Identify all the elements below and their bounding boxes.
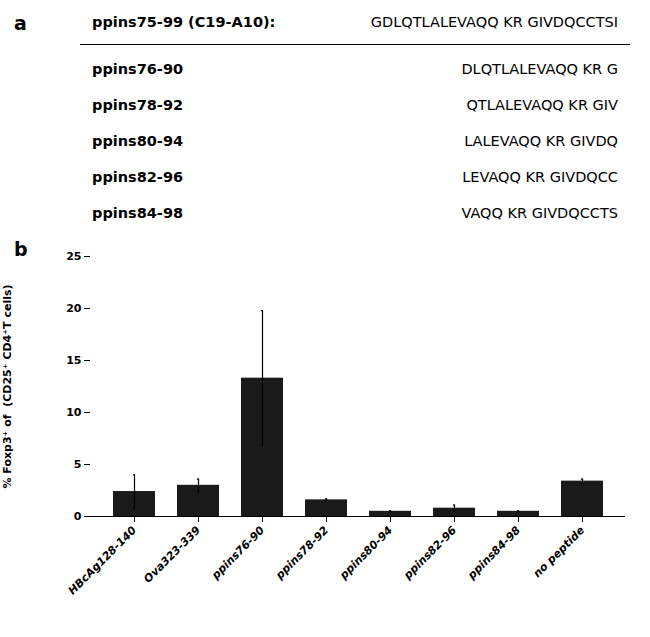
- html-text:VAQQ KR GIVDQCCTS: VAQQ KR GIVDQCCTS: [461, 205, 618, 221]
- html-text:QTLALEVAQQ KR GIV: QTLALEVAQQ KR GIV: [466, 97, 618, 113]
- svg-text:10: 10: [66, 406, 82, 419]
- html-text:DLQTLALEVAQQ KR G: DLQTLALEVAQQ KR G: [461, 61, 618, 77]
- svg-text:ppins84-98: ppins84-98: [464, 524, 523, 583]
- html-text:b: b: [14, 238, 28, 260]
- svg-text:0: 0: [74, 510, 82, 523]
- svg-text:ppins78-92: ppins78-92: [272, 524, 331, 583]
- svg-text:25: 25: [66, 250, 81, 263]
- html-text:ppins78-92: ppins78-92: [92, 97, 184, 113]
- html-text:LALEVAQQ KR GIVDQ: LALEVAQQ KR GIVDQ: [464, 133, 618, 149]
- html-text:GDLQTLALEVAQQ KR GIVDQCCTSI: GDLQTLALEVAQQ KR GIVDQCCTSI: [370, 14, 618, 30]
- svg-text:ppins80-94: ppins80-94: [336, 524, 395, 583]
- svg-text:15: 15: [66, 354, 81, 367]
- html-text:ppins80-94: ppins80-94: [92, 133, 184, 149]
- svg-text:ppins76-90: ppins76-90: [208, 524, 267, 583]
- svg-text:20: 20: [66, 302, 82, 315]
- svg-text:no peptide: no peptide: [531, 523, 588, 580]
- html-text:a: a: [14, 12, 27, 34]
- html-text:LEVAQQ KR GIVDQCC: LEVAQQ KR GIVDQCC: [462, 169, 618, 185]
- html-text:ppins75-99 (C19-A10):: ppins75-99 (C19-A10):: [92, 14, 276, 30]
- html-text:ppins82-96: ppins82-96: [92, 169, 184, 185]
- svg-text:Ova323-339: Ova323-339: [141, 524, 203, 586]
- svg-text:% Foxp3⁺ of (CD25⁺ CD4⁺T cell: % Foxp3⁺ of (CD25⁺ CD4⁺T cells): [1, 284, 14, 488]
- html-text:ppins84-98: ppins84-98: [92, 205, 184, 221]
- html-text:ppins76-90: ppins76-90: [92, 61, 184, 77]
- svg-text:HBcAg128-140: HBcAg128-140: [66, 524, 140, 598]
- svg-text:5: 5: [74, 458, 82, 471]
- svg-text:ppins82-96: ppins82-96: [400, 524, 459, 583]
